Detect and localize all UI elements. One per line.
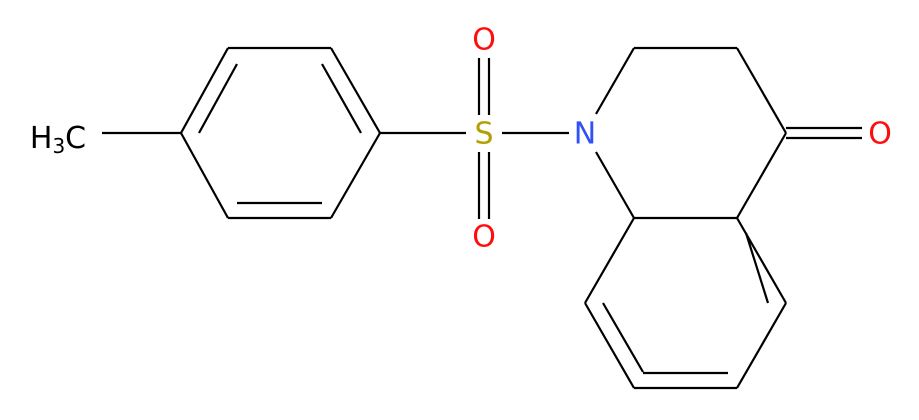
atom-o: O xyxy=(868,117,892,152)
subscript: 3 xyxy=(52,134,65,158)
atom-o: O xyxy=(472,23,496,58)
bonds xyxy=(102,46,862,390)
atom-o: O xyxy=(472,220,496,255)
atom-h: H xyxy=(30,121,53,156)
atom-c: C xyxy=(65,121,86,156)
methyl-label: H3C xyxy=(30,121,86,159)
atom-s: S xyxy=(474,117,493,152)
atom-n: N xyxy=(574,117,596,152)
